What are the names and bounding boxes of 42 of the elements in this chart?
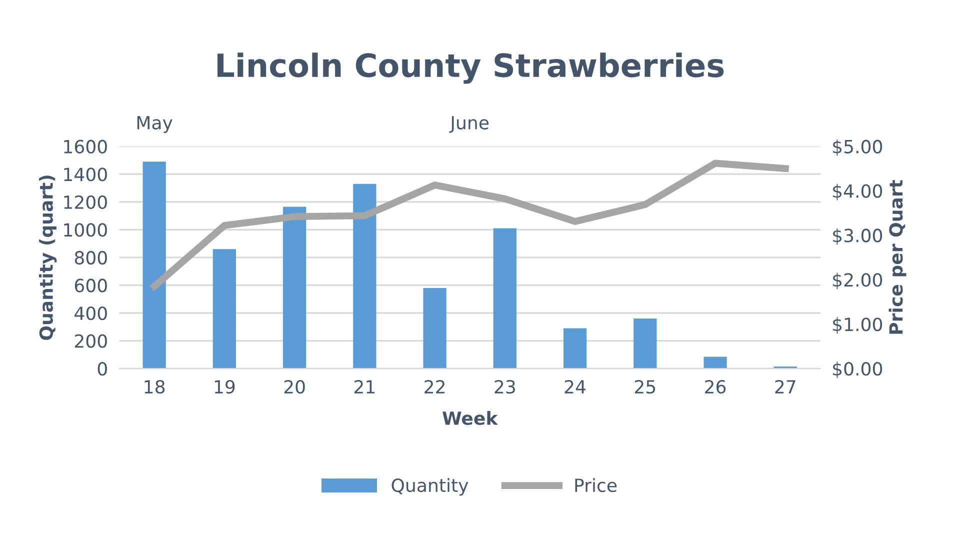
x-tick-label: 23 bbox=[494, 380, 515, 394]
bar bbox=[634, 318, 657, 369]
text: May bbox=[137, 116, 172, 134]
text: June bbox=[449, 116, 489, 133]
y-tick-label: 1600 bbox=[64, 140, 107, 154]
bar bbox=[353, 184, 376, 369]
y-tick-label: 1000 bbox=[64, 223, 107, 237]
x-tick-label: 20 bbox=[284, 380, 305, 394]
y2-tick-label: $3.00 bbox=[833, 228, 882, 245]
x-tick-label: 21 bbox=[354, 380, 374, 394]
x-tick-label: 26 bbox=[705, 380, 726, 394]
bar bbox=[704, 356, 727, 369]
y2-tick-label: $5.00 bbox=[833, 139, 882, 156]
y2-tick-label: $0.00 bbox=[833, 362, 882, 378]
y2-axis-title: Price per Quart bbox=[888, 180, 906, 334]
y-tick-label: 600 bbox=[74, 278, 107, 292]
y-tick-label: 1400 bbox=[64, 168, 107, 182]
x-axis-title: Week bbox=[442, 411, 498, 426]
legend-label: Quantity bbox=[392, 478, 468, 496]
x-tick-label: 25 bbox=[634, 380, 656, 394]
bar bbox=[212, 249, 236, 369]
y-tick-label: 400 bbox=[74, 306, 107, 320]
y-tick-label: 0 bbox=[98, 362, 107, 376]
y-tick-label: 200 bbox=[75, 334, 107, 348]
y2-tick-label: $1.00 bbox=[833, 317, 882, 334]
chart-title: Lincoln County Strawberries bbox=[217, 52, 724, 84]
x-tick-label: 22 bbox=[424, 380, 444, 394]
legend-label: Price bbox=[575, 478, 617, 492]
bar bbox=[423, 288, 446, 369]
bar bbox=[563, 328, 587, 369]
x-tick-label: 19 bbox=[214, 380, 235, 394]
bar bbox=[493, 228, 516, 369]
x-tick-label: 24 bbox=[564, 380, 586, 394]
x-tick-label: 27 bbox=[775, 380, 796, 394]
y-tick-label: 800 bbox=[74, 250, 107, 265]
y-tick-label: 1200 bbox=[64, 195, 107, 210]
y2-tick-label: $4.00 bbox=[833, 184, 882, 200]
x-tick-label: 18 bbox=[144, 380, 165, 394]
y2-tick-label: $2.00 bbox=[833, 272, 882, 290]
y-axis-title: Quantity (quart) bbox=[39, 176, 57, 340]
bar bbox=[282, 206, 306, 369]
bar bbox=[142, 162, 166, 369]
